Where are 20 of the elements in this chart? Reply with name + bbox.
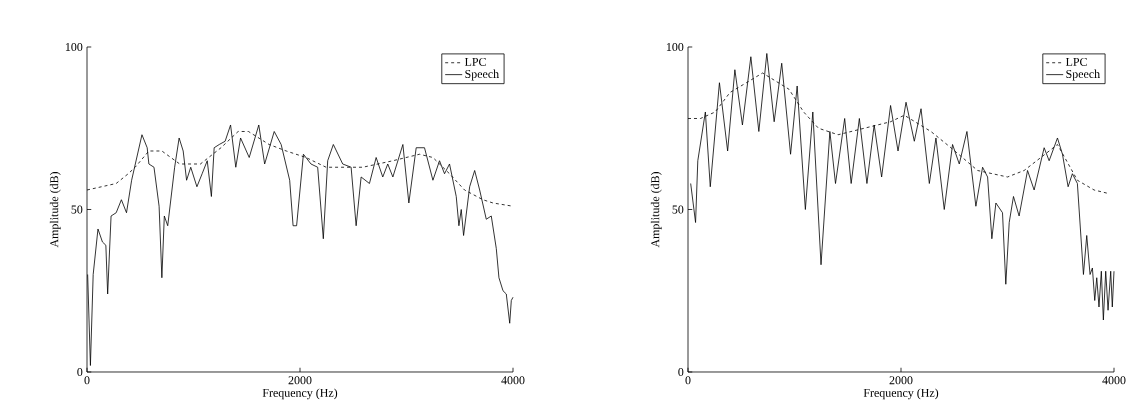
x-tick-label: 2000 bbox=[288, 376, 312, 385]
x-tick-label: 2000 bbox=[889, 376, 913, 385]
y-tick-label: 0 bbox=[678, 367, 684, 377]
legend-label: LPC bbox=[1065, 57, 1087, 66]
y-axis-title: Amplitude (dB) bbox=[650, 172, 662, 248]
y-tick-label: 50 bbox=[672, 205, 684, 214]
x-tick-label: 0 bbox=[84, 376, 90, 385]
x-tick-label: 0 bbox=[685, 376, 691, 385]
x-axis-title: Frequency (Hz) bbox=[863, 388, 939, 400]
x-tick-label: 4000 bbox=[1102, 376, 1126, 385]
y-axis-title: Amplitude (dB) bbox=[49, 172, 61, 248]
legend-label: Speech bbox=[1066, 69, 1100, 81]
legend-label: Speech bbox=[465, 69, 499, 81]
x-axis-title: Frequency (Hz) bbox=[262, 388, 338, 400]
legend-label: LPC bbox=[464, 57, 486, 66]
y-tick-label: 100 bbox=[65, 42, 83, 52]
y-tick-label: 0 bbox=[77, 367, 83, 377]
x-tick-label: 4000 bbox=[501, 376, 525, 385]
y-tick-label: 50 bbox=[71, 205, 83, 214]
y-tick-label: 100 bbox=[666, 42, 684, 52]
